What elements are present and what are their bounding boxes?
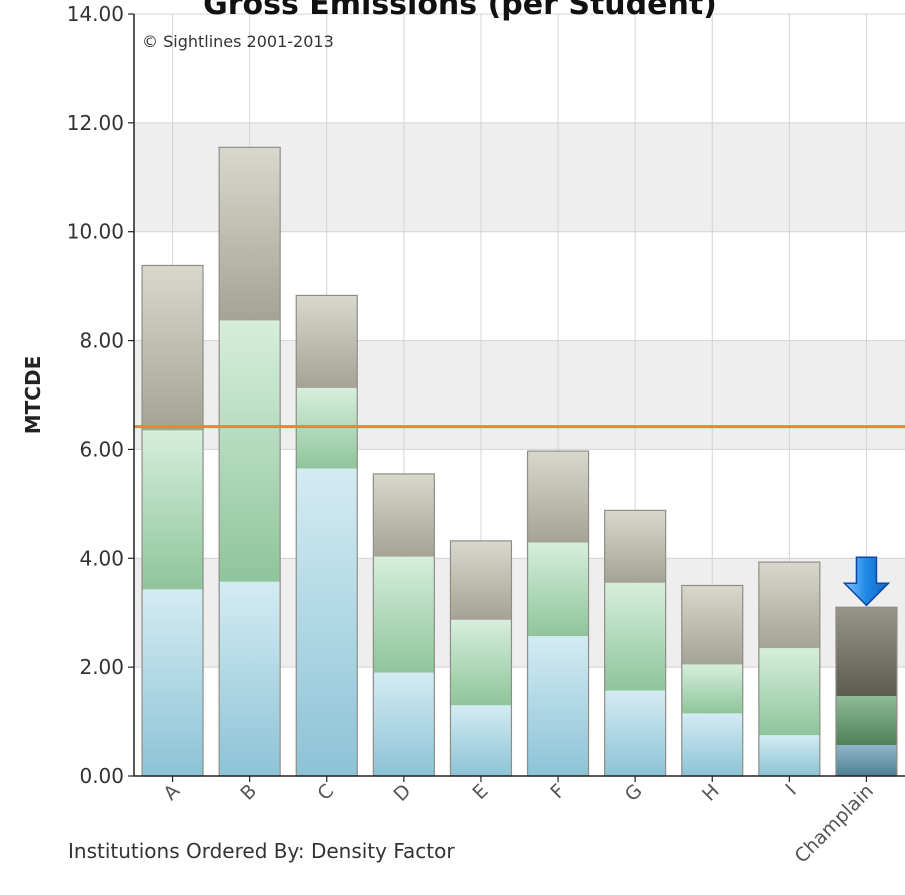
y-tick-label: 10.00 bbox=[67, 220, 124, 244]
bar-segment-2 bbox=[681, 664, 743, 714]
highlight-marker bbox=[842, 556, 891, 607]
bar-segment-3 bbox=[527, 451, 589, 543]
x-tick-label: G bbox=[621, 780, 647, 806]
y-tick-label: 2.00 bbox=[79, 655, 124, 679]
bar-segment-2 bbox=[835, 695, 897, 745]
bar-segment-1 bbox=[527, 636, 589, 776]
bar-segment-3 bbox=[604, 510, 666, 583]
bar-segment-3 bbox=[758, 562, 820, 649]
chart-title: Gross Emissions (per Student) bbox=[203, 0, 717, 22]
x-tick-label: A bbox=[159, 780, 184, 805]
x-tick-label: C bbox=[313, 780, 338, 805]
bar-segment-2 bbox=[219, 320, 281, 582]
y-tick-label: 4.00 bbox=[79, 546, 124, 570]
bar-segment-1 bbox=[373, 672, 435, 776]
bar-segment-3 bbox=[373, 473, 435, 557]
bar-segment-3 bbox=[142, 265, 204, 431]
x-tick-label: D bbox=[389, 780, 415, 806]
x-tick-label: E bbox=[468, 780, 492, 804]
x-tick-label: H bbox=[698, 780, 724, 806]
bar-segment-3 bbox=[681, 585, 743, 665]
highlight-arrow-icon bbox=[842, 556, 891, 607]
bar-segment-1 bbox=[219, 581, 281, 776]
copyright-note: © Sightlines 2001-2013 bbox=[142, 32, 334, 51]
y-tick-label: 6.00 bbox=[79, 437, 124, 461]
bar-segment-2 bbox=[527, 542, 589, 637]
bar-segment-2 bbox=[296, 387, 358, 469]
bar-segment-2 bbox=[142, 430, 204, 590]
bar-segment-1 bbox=[758, 735, 820, 776]
y-tick-label: 0.00 bbox=[79, 764, 124, 788]
bar-segment-2 bbox=[450, 619, 512, 706]
bar-segment-3 bbox=[296, 295, 358, 388]
y-tick-label: 14.00 bbox=[67, 2, 124, 26]
axes bbox=[128, 13, 905, 782]
bar-segment-3 bbox=[450, 540, 512, 620]
y-tick-label: 8.00 bbox=[79, 329, 124, 353]
y-axis-label: MTCDE bbox=[21, 356, 45, 435]
y-tick-labels: 0.00 2.00 4.00 6.00 8.00 10.00 12.00 14.00 bbox=[67, 2, 124, 788]
bar-segment-2 bbox=[758, 648, 820, 736]
bar-segment-1 bbox=[835, 744, 897, 776]
bar-segment-1 bbox=[604, 690, 666, 776]
bar-segment-3 bbox=[835, 607, 897, 696]
bars bbox=[141, 146, 898, 777]
x-tick-label: F bbox=[546, 780, 569, 803]
x-tick-label: I bbox=[781, 780, 801, 800]
bar-segment-1 bbox=[296, 468, 358, 776]
y-tick-label: 12.00 bbox=[67, 111, 124, 135]
footnote: Institutions Ordered By: Density Factor bbox=[68, 839, 455, 863]
bar-segment-1 bbox=[142, 589, 204, 776]
bar-segment-1 bbox=[450, 705, 512, 776]
x-tick-label: B bbox=[236, 780, 261, 805]
bar-segment-1 bbox=[681, 713, 743, 776]
bar-segment-3 bbox=[219, 147, 281, 321]
x-tick-label: Champlain bbox=[790, 780, 878, 868]
bar-segment-2 bbox=[604, 582, 666, 691]
bar-segment-2 bbox=[373, 556, 435, 673]
